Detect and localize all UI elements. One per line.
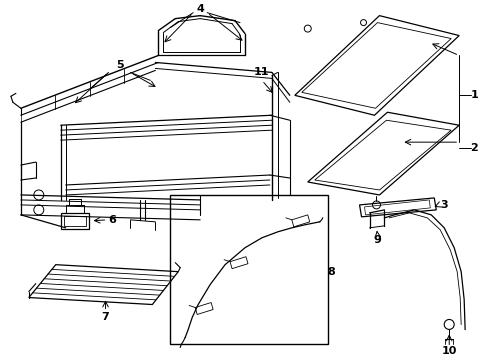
Text: 9: 9 bbox=[373, 235, 381, 245]
Text: 5: 5 bbox=[117, 60, 124, 71]
Text: 1: 1 bbox=[470, 90, 478, 100]
Text: 10: 10 bbox=[441, 346, 457, 356]
Bar bbox=[171, 195, 328, 345]
Bar bbox=[64, 216, 86, 226]
Text: 7: 7 bbox=[101, 312, 109, 323]
Text: 8: 8 bbox=[328, 267, 336, 276]
Bar bbox=[61, 213, 89, 229]
Text: 4: 4 bbox=[196, 4, 204, 14]
Text: 11: 11 bbox=[254, 67, 270, 77]
Text: 2: 2 bbox=[470, 143, 478, 153]
Text: 3: 3 bbox=[441, 200, 448, 210]
Text: 6: 6 bbox=[109, 215, 117, 225]
